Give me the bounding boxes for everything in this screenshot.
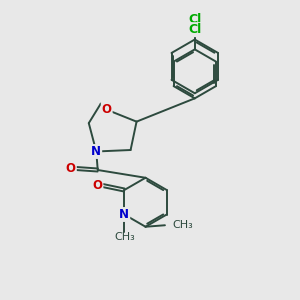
Text: Cl: Cl [188, 23, 201, 36]
Text: CH₃: CH₃ [114, 232, 135, 242]
Text: N: N [91, 145, 101, 158]
Text: O: O [102, 103, 112, 116]
Text: O: O [92, 179, 102, 192]
Text: N: N [119, 208, 129, 221]
Text: O: O [66, 162, 76, 175]
Text: CH₃: CH₃ [172, 220, 193, 230]
Text: Cl: Cl [188, 13, 201, 26]
